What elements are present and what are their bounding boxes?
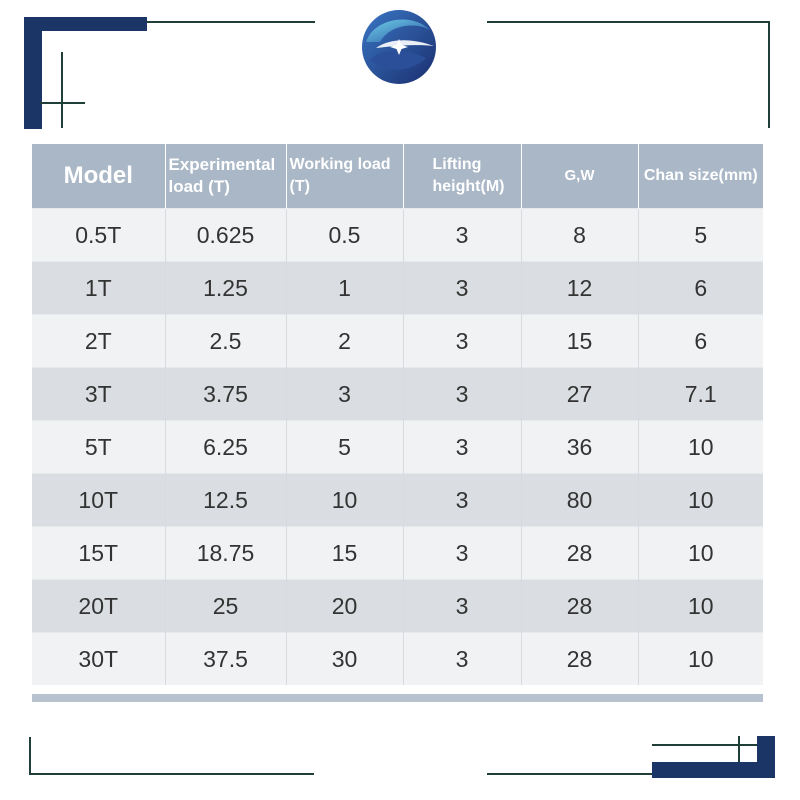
table-row: 1T 1.25 1 3 12 6 xyxy=(32,261,763,315)
cell-model: 15T xyxy=(32,526,166,580)
table-row: 30T 37.5 30 3 28 10 xyxy=(32,632,763,685)
cell-working-load: 2 xyxy=(286,314,404,368)
spec-table: Model Experimental load (T) Working load… xyxy=(32,144,763,685)
cell-model: 2T xyxy=(32,314,166,368)
cell-chain-size: 7.1 xyxy=(638,367,763,421)
cell-lifting-height: 3 xyxy=(403,473,522,527)
table-header-row: Model Experimental load (T) Working load… xyxy=(32,144,763,209)
cell-model: 0.5T xyxy=(32,208,166,262)
header-lifting-height: Lifting height(M) xyxy=(403,144,522,209)
cell-chain-size: 10 xyxy=(638,579,763,633)
cell-lifting-height: 3 xyxy=(403,579,522,633)
header-gw: G,W xyxy=(521,144,639,209)
cell-experimental-load: 0.625 xyxy=(165,208,287,262)
cell-chain-size: 10 xyxy=(638,473,763,527)
cell-model: 10T xyxy=(32,473,166,527)
header-chain-size: Chan size(mm) xyxy=(638,144,763,209)
cell-experimental-load: 2.5 xyxy=(165,314,287,368)
cell-experimental-load: 6.25 xyxy=(165,420,287,474)
cell-chain-size: 5 xyxy=(638,208,763,262)
cell-gw: 28 xyxy=(521,526,639,580)
cell-experimental-load: 25 xyxy=(165,579,287,633)
cell-lifting-height: 3 xyxy=(403,261,522,315)
cell-gw: 8 xyxy=(521,208,639,262)
cell-working-load: 1 xyxy=(286,261,404,315)
cell-gw: 15 xyxy=(521,314,639,368)
cell-gw: 28 xyxy=(521,579,639,633)
cell-model: 1T xyxy=(32,261,166,315)
table-row: 15T 18.75 15 3 28 10 xyxy=(32,526,763,580)
header-experimental-load: Experimental load (T) xyxy=(165,144,287,209)
table-row: 0.5T 0.625 0.5 3 8 5 xyxy=(32,208,763,262)
cell-working-load: 0.5 xyxy=(286,208,404,262)
cell-gw: 28 xyxy=(521,632,639,685)
cell-working-load: 30 xyxy=(286,632,404,685)
cell-experimental-load: 12.5 xyxy=(165,473,287,527)
header-model: Model xyxy=(32,144,166,209)
cell-gw: 80 xyxy=(521,473,639,527)
cell-working-load: 15 xyxy=(286,526,404,580)
header-working-load: Working load (T) xyxy=(286,144,404,209)
cell-model: 3T xyxy=(32,367,166,421)
table-row: 3T 3.75 3 3 27 7.1 xyxy=(32,367,763,421)
cell-experimental-load: 37.5 xyxy=(165,632,287,685)
cell-lifting-height: 3 xyxy=(403,367,522,421)
cell-chain-size: 10 xyxy=(638,420,763,474)
cell-working-load: 10 xyxy=(286,473,404,527)
cell-lifting-height: 3 xyxy=(403,632,522,685)
cell-working-load: 20 xyxy=(286,579,404,633)
cell-experimental-load: 18.75 xyxy=(165,526,287,580)
cell-chain-size: 6 xyxy=(638,314,763,368)
cell-lifting-height: 3 xyxy=(403,208,522,262)
cell-gw: 27 xyxy=(521,367,639,421)
table-row: 20T 25 20 3 28 10 xyxy=(32,579,763,633)
cell-experimental-load: 1.25 xyxy=(165,261,287,315)
cell-working-load: 5 xyxy=(286,420,404,474)
cell-working-load: 3 xyxy=(286,367,404,421)
cell-chain-size: 6 xyxy=(638,261,763,315)
swirl-star-logo-icon xyxy=(362,10,436,84)
cell-lifting-height: 3 xyxy=(403,314,522,368)
table-row: 2T 2.5 2 3 15 6 xyxy=(32,314,763,368)
cell-experimental-load: 3.75 xyxy=(165,367,287,421)
cell-gw: 12 xyxy=(521,261,639,315)
cell-gw: 36 xyxy=(521,420,639,474)
table-bottom-bar xyxy=(32,694,763,702)
cell-lifting-height: 3 xyxy=(403,420,522,474)
cell-model: 5T xyxy=(32,420,166,474)
table-row: 10T 12.5 10 3 80 10 xyxy=(32,473,763,527)
cell-model: 30T xyxy=(32,632,166,685)
cell-lifting-height: 3 xyxy=(403,526,522,580)
table-row: 5T 6.25 5 3 36 10 xyxy=(32,420,763,474)
cell-model: 20T xyxy=(32,579,166,633)
cell-chain-size: 10 xyxy=(638,526,763,580)
cell-chain-size: 10 xyxy=(638,632,763,685)
